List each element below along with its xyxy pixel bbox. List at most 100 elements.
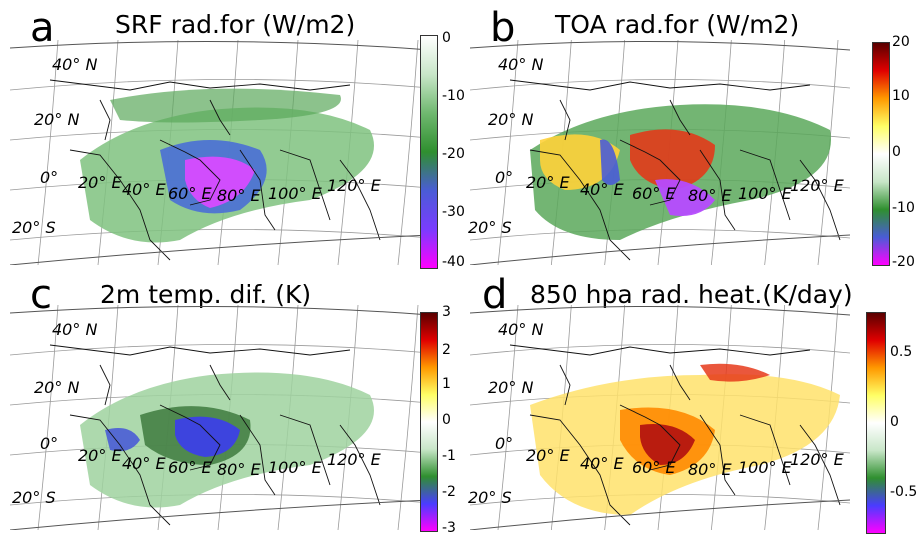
field-region (600, 139, 620, 185)
field-region (540, 134, 620, 190)
longitude-label: 100° E (268, 184, 322, 203)
latitude-label: 20° N (488, 110, 534, 129)
map-frame (9, 40, 431, 51)
longitude-gridline (37, 304, 59, 531)
longitude-label: 120° E (327, 450, 381, 469)
panel-letter: a (30, 5, 55, 51)
coastline (669, 364, 691, 401)
colorbar-tick-label: 0.5 (890, 344, 913, 360)
colorbar-tick-label: -40 (442, 254, 465, 270)
coastline (99, 99, 111, 141)
colorbar-tick-label: 0 (892, 144, 901, 160)
coastline (69, 414, 171, 526)
coastline (529, 414, 631, 526)
panel-title: TOA rad.for (W/m2) (555, 10, 800, 39)
longitude-label: 40° E (122, 454, 166, 473)
field-region (630, 129, 715, 190)
longitude-label: 40° E (580, 454, 624, 473)
coastline (159, 139, 221, 206)
longitude-label: 20° E (526, 173, 570, 192)
latitude-label: 20° S (12, 488, 56, 507)
colorbar-tick-label: -10 (892, 200, 915, 216)
coastline (209, 99, 231, 136)
longitude-label: 100° E (268, 458, 322, 477)
latitude-gridline (9, 344, 431, 356)
latitude-label: 0° (495, 434, 514, 453)
coastline (619, 404, 681, 471)
coastline (799, 424, 841, 506)
coastline (279, 414, 331, 486)
coastline (739, 149, 791, 221)
colorbar-tick-label: 0 (442, 30, 451, 46)
colorbar-tick-label: 10 (892, 88, 910, 104)
coastline (339, 159, 381, 241)
colorbar-tick-label: 20 (892, 34, 910, 50)
map-frame (9, 305, 431, 316)
map-canvas (469, 39, 851, 266)
longitude-gridline (497, 39, 519, 266)
latitude-gridline (469, 229, 851, 241)
map-canvas (469, 304, 851, 531)
latitude-label: 0° (40, 434, 59, 453)
longitude-label: 40° E (580, 180, 624, 199)
colorbar-tick-label: -3 (442, 520, 456, 536)
coastline (799, 159, 841, 241)
longitude-label: 80° E (217, 186, 261, 205)
longitude-label: 80° E (688, 186, 732, 205)
colorbar (420, 35, 438, 269)
coastline (99, 364, 111, 406)
longitude-label: 120° E (327, 176, 381, 195)
longitude-label: 80° E (217, 460, 261, 479)
longitude-label: 60° E (168, 458, 212, 477)
coastline (279, 149, 331, 221)
longitude-label: 60° E (168, 184, 212, 203)
longitude-label: 100° E (738, 184, 792, 203)
longitude-label: 20° E (526, 446, 570, 465)
latitude-label: 20° S (12, 218, 56, 237)
coastline (619, 139, 681, 206)
longitude-label: 120° E (790, 176, 844, 195)
longitude-label: 60° E (632, 458, 676, 477)
colorbar-tick-label: -20 (442, 146, 465, 162)
panel-title: SRF rad.for (W/m2) (115, 10, 356, 39)
colorbar-tick-label: 2 (442, 342, 451, 358)
latitude-label: 0° (40, 168, 59, 187)
colorbar-tick-label: -0.5 (890, 484, 918, 500)
coastline (49, 344, 351, 356)
colorbar-tick-label: -10 (442, 88, 465, 104)
field-region (175, 416, 240, 457)
map-plot (9, 39, 431, 266)
latitude-gridline (469, 79, 851, 91)
map-frame (469, 499, 851, 531)
coastline (509, 79, 811, 91)
latitude-label: 40° N (52, 55, 98, 74)
longitude-label: 20° E (78, 446, 122, 465)
coastline (699, 414, 736, 496)
coastline (529, 149, 631, 261)
longitude-label: 120° E (790, 450, 844, 469)
coastline (239, 414, 276, 496)
field-region (655, 179, 715, 216)
latitude-label: 40° N (52, 320, 98, 339)
coastline (669, 99, 691, 136)
colorbar-tick-label: 0 (442, 412, 451, 428)
map-frame (9, 499, 431, 531)
coastline (699, 149, 736, 231)
map-frame (469, 234, 851, 266)
colorbar-tick-label: -1 (442, 448, 456, 464)
panel-title: 850 hpa rad. heat.(K/day) (530, 280, 853, 309)
coastline (69, 149, 171, 261)
colorbar (872, 42, 890, 266)
field-region (105, 427, 140, 452)
map-plot (9, 304, 431, 531)
latitude-label: 20° N (488, 378, 534, 397)
latitude-label: 40° N (498, 320, 544, 339)
coastline (159, 404, 221, 471)
coastline (239, 149, 276, 231)
field-region (110, 88, 341, 123)
map-frame (469, 305, 851, 316)
panel-letter: c (30, 272, 52, 318)
map-plot (469, 39, 851, 266)
longitude-label: 40° E (122, 180, 166, 199)
map-canvas (9, 39, 431, 266)
